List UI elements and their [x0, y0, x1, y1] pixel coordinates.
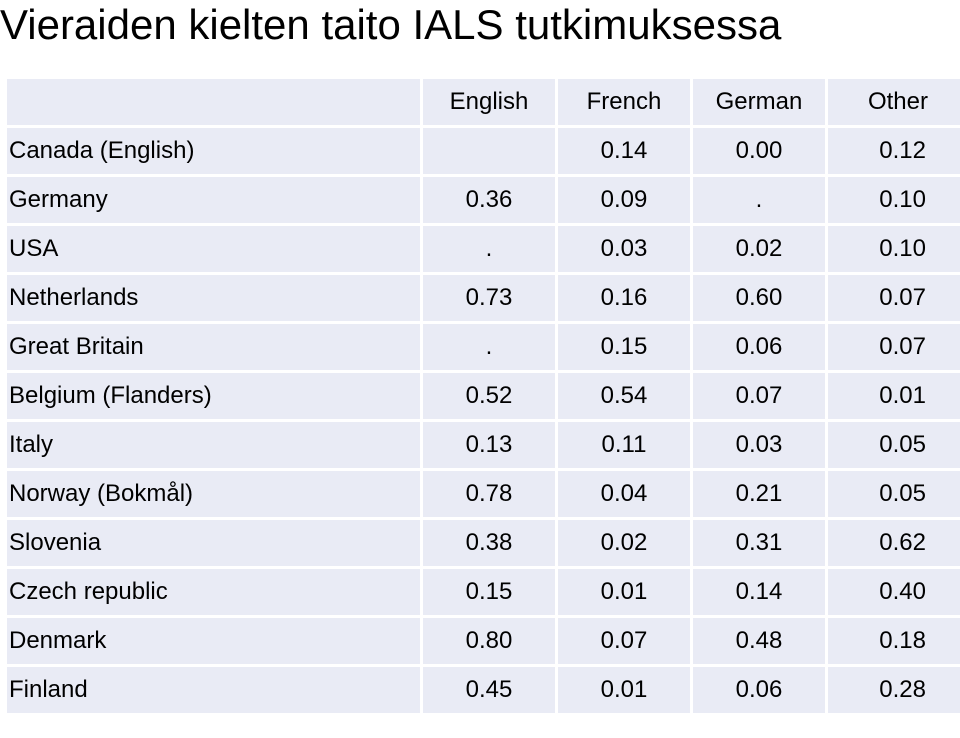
english-value-cell: 0.38	[423, 520, 555, 566]
french-value-cell: 0.02	[558, 520, 690, 566]
country-cell: Belgium (Flanders)	[7, 373, 420, 419]
table-row: USA. 0.03 0.02 0.10	[7, 226, 960, 272]
country-cell: Denmark	[7, 618, 420, 664]
english-value-cell	[423, 128, 555, 174]
header-german: German	[693, 79, 825, 125]
german-value-cell: 0.06	[693, 324, 825, 370]
german-value-cell: 0.06	[693, 667, 825, 713]
table-row: Belgium (Flanders) 0.52 0.54 0.07 0.01	[7, 373, 960, 419]
country-cell: Norway (Bokmål)	[7, 471, 420, 517]
country-cell: Slovenia	[7, 520, 420, 566]
other-value-cell: 0.05	[828, 422, 960, 468]
german-value-cell: 0.48	[693, 618, 825, 664]
other-value-cell: 0.10	[828, 177, 960, 223]
english-value-cell: .	[423, 324, 555, 370]
country-cell: Canada (English)	[7, 128, 420, 174]
french-value-cell: 0.03	[558, 226, 690, 272]
other-value-cell: 0.18	[828, 618, 960, 664]
table-row: Denmark 0.80 0.07 0.48 0.18	[7, 618, 960, 664]
english-value-cell: 0.52	[423, 373, 555, 419]
german-value-cell: 0.02	[693, 226, 825, 272]
english-value-cell: 0.73	[423, 275, 555, 321]
french-value-cell: 0.07	[558, 618, 690, 664]
header-french: French	[558, 79, 690, 125]
german-value-cell: 0.60	[693, 275, 825, 321]
french-value-cell: 0.09	[558, 177, 690, 223]
language-skills-table: English French German Other Canada (Engl…	[4, 76, 960, 716]
german-value-cell: 0.00	[693, 128, 825, 174]
country-cell: Italy	[7, 422, 420, 468]
other-value-cell: 0.62	[828, 520, 960, 566]
other-value-cell: 0.05	[828, 471, 960, 517]
english-value-cell: 0.80	[423, 618, 555, 664]
country-cell: Netherlands	[7, 275, 420, 321]
table-row: Italy 0.13 0.11 0.03 0.05	[7, 422, 960, 468]
table-row: Slovenia 0.38 0.02 0.31 0.62	[7, 520, 960, 566]
german-value-cell: .	[693, 177, 825, 223]
table-row: Netherlands 0.73 0.16 0.60 0.07	[7, 275, 960, 321]
table-body: Canada (English) 0.14 0.00 0.12 Germany 0.36 0…	[7, 128, 960, 713]
other-value-cell: 0.12	[828, 128, 960, 174]
french-value-cell: 0.54	[558, 373, 690, 419]
table-row: Norway (Bokmål) 0.78 0.04 0.21 0.05	[7, 471, 960, 517]
language-skills-table-container: English French German Other Canada (Engl…	[4, 76, 960, 716]
other-value-cell: 0.40	[828, 569, 960, 615]
header-row: English French German Other	[7, 79, 960, 125]
table-row: Czech republic 0.15 0.01 0.14 0.40	[7, 569, 960, 615]
table-row: Germany 0.36 0.09. 0.10	[7, 177, 960, 223]
french-value-cell: 0.01	[558, 569, 690, 615]
page-title: Vieraiden kielten taito IALS tutkimukses…	[0, 1, 782, 48]
header-other: Other	[828, 79, 960, 125]
country-cell: Czech republic	[7, 569, 420, 615]
other-value-cell: 0.10	[828, 226, 960, 272]
german-value-cell: 0.03	[693, 422, 825, 468]
country-cell: Great Britain	[7, 324, 420, 370]
table-row: Finland 0.45 0.01 0.06 0.28	[7, 667, 960, 713]
other-value-cell: 0.07	[828, 275, 960, 321]
french-value-cell: 0.16	[558, 275, 690, 321]
english-value-cell: .	[423, 226, 555, 272]
german-value-cell: 0.21	[693, 471, 825, 517]
country-cell: Finland	[7, 667, 420, 713]
other-value-cell: 0.28	[828, 667, 960, 713]
english-value-cell: 0.36	[423, 177, 555, 223]
french-value-cell: 0.01	[558, 667, 690, 713]
table-row: Canada (English) 0.14 0.00 0.12	[7, 128, 960, 174]
header-country	[7, 79, 420, 125]
country-cell: Germany	[7, 177, 420, 223]
english-value-cell: 0.15	[423, 569, 555, 615]
other-value-cell: 0.01	[828, 373, 960, 419]
french-value-cell: 0.15	[558, 324, 690, 370]
english-value-cell: 0.13	[423, 422, 555, 468]
english-value-cell: 0.78	[423, 471, 555, 517]
german-value-cell: 0.31	[693, 520, 825, 566]
header-english: English	[423, 79, 555, 125]
french-value-cell: 0.14	[558, 128, 690, 174]
country-cell: USA	[7, 226, 420, 272]
english-value-cell: 0.45	[423, 667, 555, 713]
german-value-cell: 0.07	[693, 373, 825, 419]
other-value-cell: 0.07	[828, 324, 960, 370]
french-value-cell: 0.11	[558, 422, 690, 468]
french-value-cell: 0.04	[558, 471, 690, 517]
german-value-cell: 0.14	[693, 569, 825, 615]
table-row: Great Britain. 0.15 0.06 0.07	[7, 324, 960, 370]
